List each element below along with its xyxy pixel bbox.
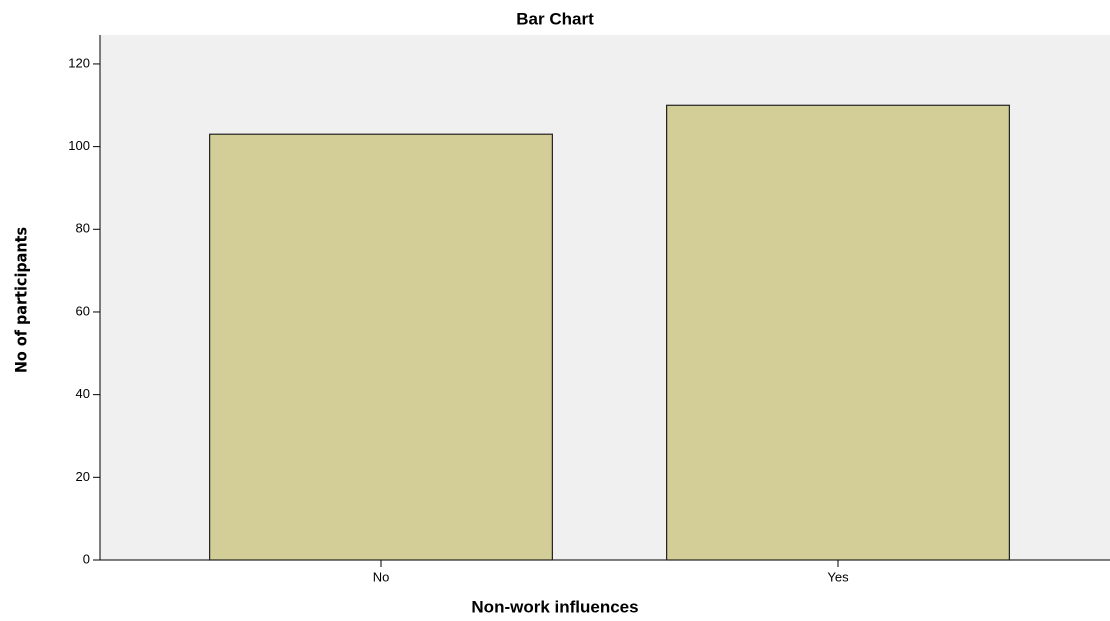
x-axis-label: Non-work influences — [471, 597, 638, 616]
x-tick-label: Yes — [827, 569, 849, 584]
y-tick-label: 20 — [76, 469, 90, 484]
y-tick-label: 80 — [76, 221, 90, 236]
y-tick-label: 60 — [76, 303, 90, 318]
bar — [666, 104, 1010, 561]
y-tick-label: 120 — [68, 55, 90, 70]
chart-title: Bar Chart — [516, 9, 594, 28]
x-tick-label: No — [373, 569, 390, 584]
y-tick-label: 0 — [83, 551, 90, 566]
y-axis-label: No of participants — [12, 227, 31, 373]
y-tick-label: 100 — [68, 138, 90, 153]
bar — [209, 133, 553, 561]
y-tick-label: 40 — [76, 386, 90, 401]
